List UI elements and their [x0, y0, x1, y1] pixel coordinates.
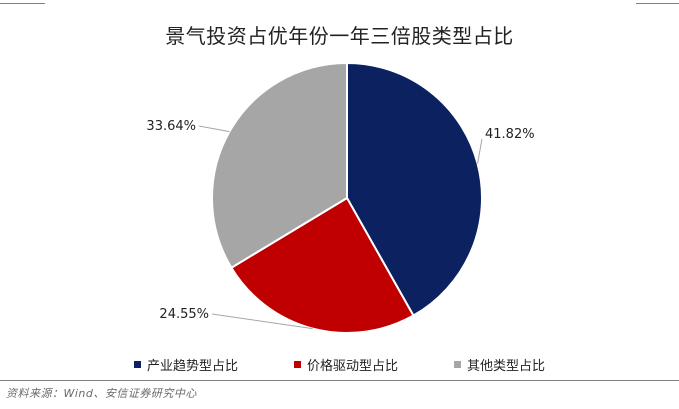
data-label-industry-trend: 41.82% [485, 127, 535, 142]
legend-item-other: 其他类型占比 [454, 355, 545, 374]
leader-line-price-driven [211, 313, 313, 330]
source-note: 资料来源：Wind、安信证券研究中心 [6, 387, 197, 400]
data-label-price-driven: 24.55% [159, 307, 209, 322]
legend-item-price-driven: 价格驱动型占比 [293, 355, 398, 374]
leader-line-other [198, 125, 230, 133]
legend: 产业趋势型占比 价格驱动型占比 其他类型占比 [0, 355, 679, 374]
leader-line-industry-trend [477, 138, 483, 164]
data-label-other: 33.64% [146, 119, 196, 134]
slice-labels: 41.82% 24.55% 33.64% [146, 119, 534, 322]
legend-swatch-price-driven [293, 361, 301, 368]
legend-swatch-industry-trend [133, 361, 141, 368]
legend-swatch-other [454, 361, 461, 368]
pie-slices [211, 61, 483, 334]
source-divider [0, 380, 679, 381]
leader-lines [198, 125, 483, 330]
top-rule-right [636, 3, 679, 4]
legend-item-industry-trend: 产业趋势型占比 [133, 355, 238, 374]
legend-label-industry-trend: 产业趋势型占比 [146, 359, 238, 374]
chart-title: 景气投资占优年份一年三倍股类型占比 [165, 24, 514, 48]
top-rule-left [0, 3, 45, 4]
legend-label-other: 其他类型占比 [467, 359, 546, 374]
legend-label-price-driven: 价格驱动型占比 [306, 359, 398, 374]
pie-slice-industry-trend [346, 61, 483, 317]
